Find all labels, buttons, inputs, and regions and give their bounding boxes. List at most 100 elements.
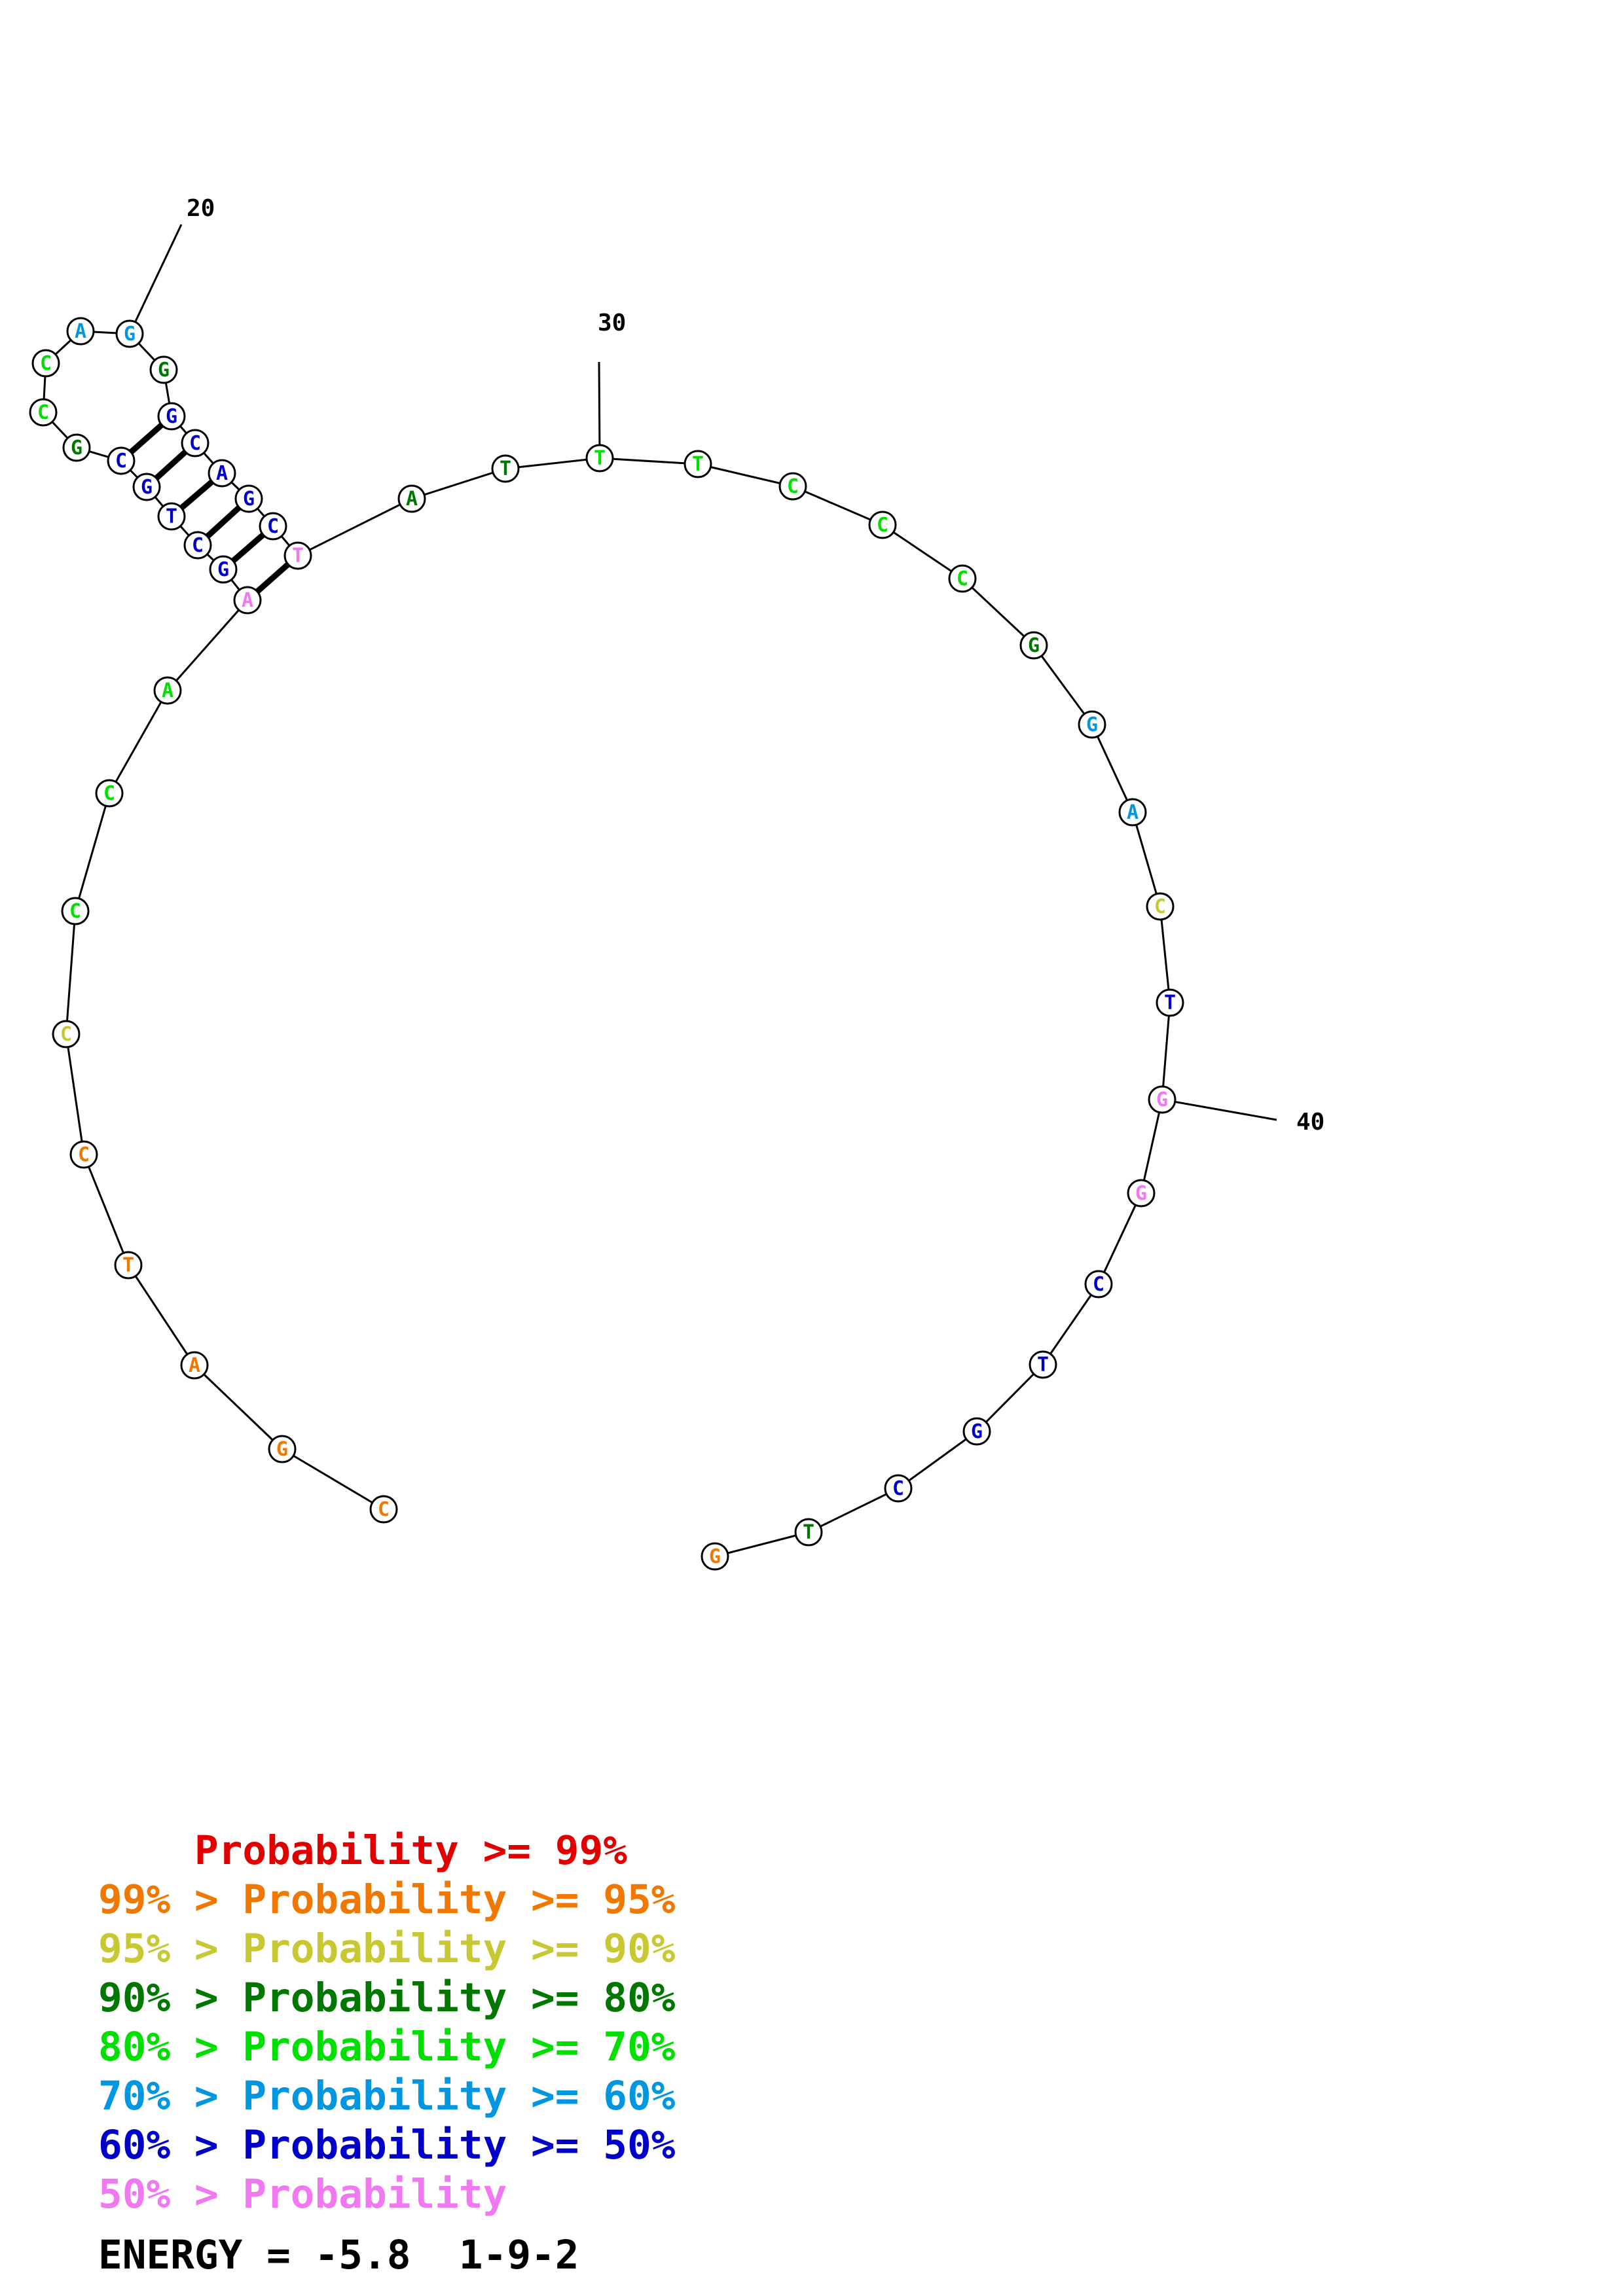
backbone-lines: [42, 330, 1171, 1558]
nucleotide-letter: G: [71, 437, 82, 459]
nucleotide-circle: [149, 355, 178, 384]
nucleotide-letter: C: [37, 401, 49, 424]
nucleotide-letter: T: [166, 505, 177, 528]
probability-legend: Probability >= 99% 99% > Probability >= …: [98, 1826, 675, 2219]
nucleotide-letter: G: [124, 323, 136, 346]
nucleotide-node: C: [52, 1020, 81, 1049]
nucleotide-circle: [1078, 710, 1106, 739]
nucleotide-circle: [208, 459, 236, 488]
nucleotide-letter: C: [60, 1023, 72, 1046]
backbone-line: [127, 1265, 196, 1366]
backbone-line: [898, 1430, 977, 1490]
nucleotide-letter: G: [1028, 634, 1040, 657]
nucleotide-circle: [369, 1495, 398, 1524]
nucleotide-letter: G: [1086, 713, 1098, 736]
backbone-line: [505, 457, 600, 470]
nucleotide-circle: [794, 1518, 823, 1547]
backbone-line: [82, 1154, 130, 1266]
nucleotide-circle: [157, 502, 186, 531]
nucleotide-node: A: [180, 1351, 209, 1380]
nucleotide-letter: T: [594, 447, 606, 470]
nucleotide-letter: G: [243, 488, 255, 511]
nucleotide-node: A: [233, 586, 262, 615]
nucleotide-node: T: [114, 1251, 143, 1280]
nucleotide-letter: C: [378, 1498, 390, 1521]
nucleotide-letter: A: [75, 320, 86, 343]
nucleotide-letter: G: [1156, 1088, 1168, 1111]
nucleotide-circle: [153, 676, 182, 705]
nucleotide-node: G: [1127, 1179, 1156, 1208]
nucleotide-letter: T: [1037, 1354, 1049, 1376]
nucleotide-letter: G: [217, 558, 229, 581]
legend-row-50: 60% > Probability >= 50%: [98, 2122, 676, 2168]
legend-row-80: 90% > Probability >= 80%: [98, 1975, 676, 2021]
nucleotide-circle: [114, 1251, 143, 1280]
nucleotide-node: G: [115, 319, 144, 348]
backbone-line: [792, 485, 883, 526]
nucleotide-letter: A: [1127, 801, 1139, 824]
nucleotide-letter: C: [957, 567, 968, 590]
nucleotide-node: T: [283, 541, 312, 570]
nucleotide-node: T: [1156, 988, 1184, 1017]
nucleotide-letter: C: [892, 1477, 904, 1500]
nucleotide-node: A: [208, 459, 236, 488]
nucleotide-node: G: [149, 355, 178, 384]
nucleotide-node: T: [157, 502, 186, 531]
nucleotide-circle: [948, 564, 977, 593]
backbone-line: [961, 577, 1035, 647]
nucleotide-circle: [1148, 1085, 1176, 1114]
position-label-tick: [598, 361, 601, 459]
nucleotide-circle: [684, 450, 712, 478]
nucleotide-node: A: [397, 484, 426, 513]
nucleotide-node: C: [884, 1474, 913, 1503]
nucleotide-letter: G: [276, 1438, 288, 1461]
nucleotide-circle: [234, 484, 263, 513]
legend-row-95: 99% > Probability >= 95%: [98, 1876, 676, 1923]
backbone-line: [976, 1363, 1044, 1433]
nucleotide-letter: C: [192, 534, 204, 557]
backbone-line: [1097, 1193, 1142, 1285]
nucleotide-node: A: [66, 317, 95, 346]
nucleotide-circle: [107, 446, 136, 475]
nucleotide-circle: [181, 429, 210, 457]
legend-row-99: Probability >= 99%: [98, 1827, 627, 1874]
nucleotide-letter: C: [115, 450, 127, 473]
nucleotide-circle: [585, 444, 614, 473]
nucleotide-node: C: [259, 512, 287, 541]
backbone-line: [1159, 906, 1171, 1003]
backbone-line: [714, 1531, 809, 1558]
nucleotide-circle: [1019, 631, 1048, 660]
backbone-line: [65, 1033, 85, 1155]
nucleotide-circle: [884, 1474, 913, 1503]
backbone-line: [282, 1448, 384, 1511]
nucleotide-circle: [397, 484, 426, 513]
nucleotide-letter: A: [189, 1354, 200, 1377]
nucleotide-circle: [233, 586, 262, 615]
nucleotide-node: G: [157, 402, 186, 431]
nucleotide-circle: [66, 317, 95, 346]
nucleotide-letter: T: [122, 1254, 134, 1277]
nucleotide-letter: C: [787, 475, 799, 498]
nucleotide-letter: G: [1135, 1182, 1147, 1205]
legend-row-70: 80% > Probability >= 70%: [98, 2024, 676, 2070]
nucleotide-node: C: [95, 779, 124, 808]
position-label-20: 20: [187, 195, 215, 222]
nucleotide-node: C: [69, 1140, 98, 1169]
backbone-line: [1032, 645, 1093, 725]
backbone-line: [411, 467, 506, 500]
position-labels: 20 30 40: [128, 195, 1324, 1136]
nucleotide-node: G: [1148, 1085, 1176, 1114]
backbone-line: [193, 1364, 283, 1450]
nucleotide-node: G: [1019, 631, 1048, 660]
nucleotide-letter: C: [877, 514, 888, 537]
nucleotide-circle: [491, 454, 520, 483]
nucleotide-letter: C: [1093, 1273, 1104, 1296]
backbone-line: [1091, 724, 1134, 813]
position-label-30: 30: [598, 310, 626, 336]
nucleotide-letter: C: [78, 1143, 90, 1166]
nucleotide-circle: [209, 555, 238, 584]
nucleotide-letter: G: [141, 476, 153, 499]
nucleotide-letter: T: [1164, 992, 1176, 1014]
nucleotide-circle: [62, 433, 91, 462]
